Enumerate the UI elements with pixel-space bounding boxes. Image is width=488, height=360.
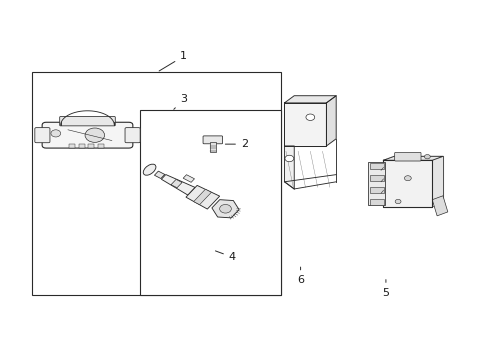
Ellipse shape — [143, 164, 156, 175]
FancyBboxPatch shape — [42, 122, 133, 148]
Circle shape — [219, 204, 231, 213]
Bar — [369, 199, 384, 205]
FancyBboxPatch shape — [35, 128, 50, 143]
Polygon shape — [161, 175, 195, 195]
Bar — [367, 162, 384, 205]
Polygon shape — [284, 96, 335, 103]
Polygon shape — [383, 156, 442, 160]
FancyBboxPatch shape — [125, 128, 140, 143]
Polygon shape — [284, 146, 294, 189]
Circle shape — [305, 114, 314, 121]
FancyBboxPatch shape — [203, 136, 222, 144]
Circle shape — [85, 128, 104, 142]
Circle shape — [404, 176, 410, 181]
Polygon shape — [193, 189, 211, 204]
Bar — [79, 144, 84, 148]
Polygon shape — [183, 175, 194, 182]
Polygon shape — [171, 179, 182, 188]
Polygon shape — [185, 185, 219, 209]
Bar — [88, 144, 94, 148]
Polygon shape — [326, 96, 335, 146]
Bar — [369, 163, 384, 169]
Polygon shape — [383, 160, 431, 207]
Polygon shape — [284, 103, 326, 146]
Circle shape — [424, 154, 429, 159]
Polygon shape — [431, 196, 447, 216]
Polygon shape — [393, 156, 442, 203]
Bar — [69, 144, 75, 148]
Bar — [140, 110, 281, 295]
Text: 4: 4 — [215, 251, 235, 262]
Bar — [369, 187, 384, 193]
Circle shape — [285, 155, 293, 162]
Text: 1: 1 — [159, 51, 187, 71]
Bar — [369, 175, 384, 181]
Circle shape — [394, 199, 400, 204]
FancyBboxPatch shape — [394, 152, 420, 161]
Text: 3: 3 — [173, 94, 187, 109]
Text: 6: 6 — [297, 267, 304, 285]
Bar — [32, 72, 281, 295]
Polygon shape — [154, 171, 164, 179]
Bar — [98, 144, 104, 148]
Bar — [209, 142, 215, 152]
FancyBboxPatch shape — [60, 117, 115, 126]
Text: 2: 2 — [225, 139, 247, 149]
Polygon shape — [211, 200, 239, 218]
Text: 5: 5 — [382, 280, 388, 298]
Circle shape — [51, 130, 61, 137]
